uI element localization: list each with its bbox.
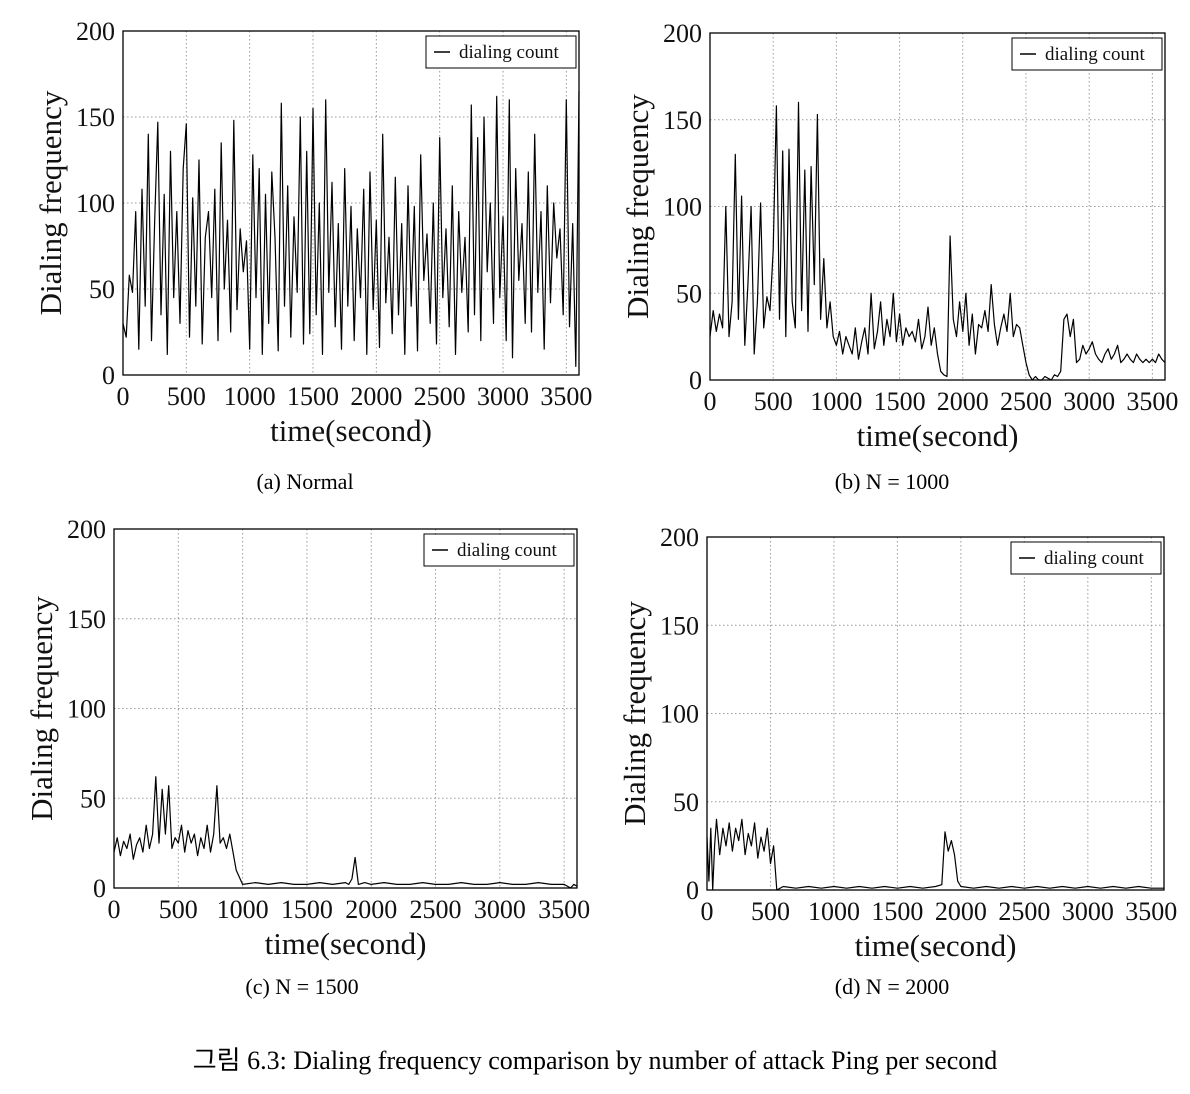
y-tick-label: 50 (80, 784, 106, 813)
x-axis-label: time(second) (265, 926, 427, 961)
x-tick-label: 2000 (350, 382, 402, 411)
y-tick-label: 150 (663, 106, 702, 135)
chart-panel-c: 0 500 1000 1500 2000 2500 3000 3500 0 50 100 150 200… (4, 509, 597, 978)
legend-box (1010, 541, 1162, 575)
x-tick-label: 1000 (810, 387, 862, 416)
x-tick-label: 0 (108, 895, 121, 924)
x-tick-label: 0 (701, 897, 714, 926)
x-tick-label: 2000 (935, 897, 987, 926)
legend-label: dialing count (459, 42, 559, 63)
plot-frame (122, 30, 580, 376)
chart-b: 0 500 1000 1500 2000 2500 3000 3500 0 50 100 150 200… (620, 19, 1178, 453)
legend-label: dialing count (1045, 44, 1145, 65)
legend-label: dialing count (457, 540, 557, 561)
x-axis-label: time(second) (270, 413, 432, 448)
x-tick-label: 3000 (477, 382, 529, 411)
x-tick-label: 1000 (217, 895, 269, 924)
x-tick-label: 3500 (540, 382, 592, 411)
y-tick-label: 0 (689, 366, 702, 395)
y-tick-label: 0 (102, 361, 115, 390)
x-tick-label: 500 (167, 382, 206, 411)
chart-panel-b: 0 500 1000 1500 2000 2500 3000 3500 0 50 100 150 200… (600, 13, 1185, 470)
x-tick-label: 1500 (287, 382, 339, 411)
legend-box (425, 35, 577, 69)
series-line-dialing-count (122, 91, 580, 367)
y-tick-label: 150 (660, 611, 699, 640)
series-line-dialing-count (709, 101, 1166, 381)
x-tick-label: 1000 (224, 382, 276, 411)
x-tick-label: 2500 (1000, 387, 1052, 416)
x-tick-label: 1500 (874, 387, 926, 416)
x-tick-label: 2500 (998, 897, 1050, 926)
x-tick-label: 3500 (1126, 387, 1178, 416)
y-tick-label: 0 (686, 876, 699, 905)
plot-frame (706, 536, 1165, 891)
y-tick-label: 100 (660, 700, 699, 729)
series-line-dialing-count (706, 818, 1164, 891)
x-tick-label: 3000 (474, 895, 526, 924)
x-tick-label: 1000 (808, 897, 860, 926)
x-axis-label: time(second) (857, 418, 1019, 453)
x-tick-label: 3000 (1063, 387, 1115, 416)
x-tick-label: 500 (159, 895, 198, 924)
y-tick-label: 50 (676, 279, 702, 308)
x-tick-label: 1500 (281, 895, 333, 924)
chart-c: 0 500 1000 1500 2000 2500 3000 3500 0 50 100 150 200… (24, 515, 590, 961)
chart-d: 0 500 1000 1500 2000 2500 3000 3500 0 50 100 150 200… (617, 523, 1177, 963)
y-tick-label: 150 (76, 103, 115, 132)
x-tick-label: 2500 (414, 382, 466, 411)
x-tick-label: 3000 (1062, 897, 1114, 926)
chart-a: 0 500 1000 1500 2000 2500 3000 3500 0 50 100 150 200… (33, 17, 592, 448)
x-tick-label: 0 (117, 382, 130, 411)
figure-caption: 그림 6.3: Dialing frequency comparison by … (192, 1046, 998, 1075)
subcaption-b: (b) N = 1000 (834, 469, 950, 494)
y-tick-label: 200 (67, 515, 106, 544)
plot-frame (113, 528, 578, 889)
y-tick-label: 100 (76, 189, 115, 218)
legend-label: dialing count (1044, 548, 1144, 569)
x-tick-label: 3500 (538, 895, 590, 924)
x-tick-label: 2000 (345, 895, 397, 924)
y-tick-label: 50 (673, 788, 699, 817)
y-axis-label: Dialing frequency (620, 94, 655, 319)
y-axis-label: Dialing frequency (33, 90, 68, 315)
x-tick-label: 2000 (937, 387, 989, 416)
y-tick-label: 200 (76, 17, 115, 46)
subcaption-a: (a) Normal (256, 469, 354, 494)
x-tick-label: 3500 (1125, 897, 1177, 926)
y-tick-label: 50 (89, 275, 115, 304)
legend-box (423, 533, 575, 567)
x-tick-label: 2500 (410, 895, 462, 924)
series-line-dialing-count (113, 776, 578, 889)
y-tick-label: 100 (67, 695, 106, 724)
y-tick-label: 150 (67, 605, 106, 634)
y-tick-label: 100 (663, 193, 702, 222)
x-tick-label: 1500 (871, 897, 923, 926)
y-tick-label: 200 (663, 19, 702, 48)
y-axis-label: Dialing frequency (617, 601, 652, 826)
subcaption-d: (d) N = 2000 (834, 974, 950, 999)
chart-panel-a: 0 500 1000 1500 2000 2500 3000 3500 0 50 100 150 200… (13, 11, 599, 465)
y-tick-label: 0 (93, 874, 106, 903)
plot-frame (709, 32, 1166, 381)
chart-panel-d: 0 500 1000 1500 2000 2500 3000 3500 0 50 100 150 200… (597, 517, 1184, 980)
legend-box (1011, 37, 1163, 71)
y-tick-label: 200 (660, 523, 699, 552)
x-tick-label: 500 (754, 387, 793, 416)
x-axis-label: time(second) (855, 928, 1017, 963)
x-tick-label: 0 (704, 387, 717, 416)
subcaption-c: (c) N = 1500 (245, 974, 359, 999)
x-tick-label: 500 (751, 897, 790, 926)
y-axis-label: Dialing frequency (24, 596, 59, 821)
